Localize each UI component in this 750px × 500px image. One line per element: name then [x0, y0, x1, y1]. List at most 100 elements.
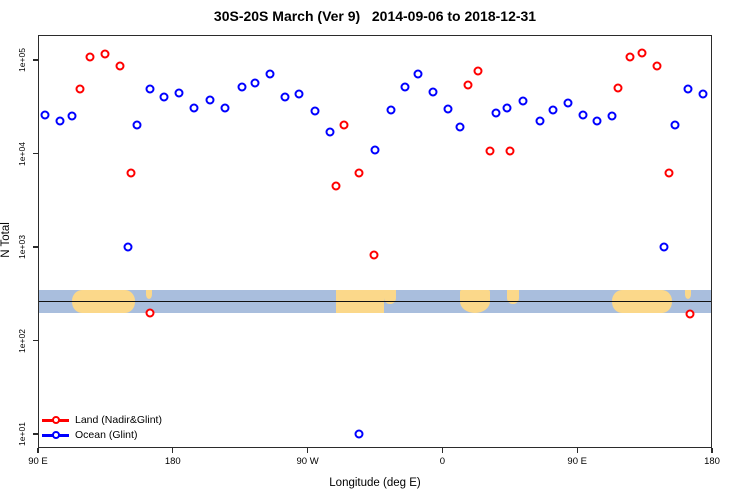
- data-point-ocean: [67, 111, 77, 121]
- data-point-land: [463, 80, 473, 90]
- data-point-land: [652, 61, 662, 71]
- data-point-ocean: [386, 105, 396, 115]
- data-point-ocean: [578, 110, 588, 120]
- land-segment-madagascar: [506, 289, 519, 304]
- y-tick-label: 1e+04: [17, 141, 27, 166]
- data-point-ocean: [265, 69, 275, 79]
- data-point-ocean: [55, 116, 65, 126]
- data-point-ocean: [670, 120, 680, 130]
- data-point-ocean: [400, 82, 410, 92]
- data-point-ocean: [123, 242, 133, 252]
- data-point-ocean: [174, 88, 184, 98]
- data-point-ocean: [413, 69, 423, 79]
- data-point-ocean: [294, 89, 304, 99]
- y-axis-title: N Total: [0, 222, 12, 258]
- plot-area-border: [38, 35, 712, 448]
- legend-row: Ocean (Glint): [42, 428, 162, 443]
- data-point-land: [613, 83, 623, 93]
- data-point-ocean: [145, 84, 155, 94]
- data-point-ocean: [40, 110, 50, 120]
- legend-label: Land (Nadir&Glint): [75, 414, 162, 426]
- data-point-ocean: [443, 104, 453, 114]
- x-tick-label: 90 E: [28, 456, 48, 467]
- data-point-ocean: [518, 96, 528, 106]
- data-point-ocean: [491, 108, 501, 118]
- data-point-ocean: [159, 92, 169, 102]
- y-tick-label: 1e+02: [17, 328, 27, 353]
- land-segment-new-caledonia: [685, 289, 692, 300]
- x-tick-mark: [711, 448, 713, 453]
- data-point-land: [115, 61, 125, 71]
- x-tick-label: 90 E: [567, 456, 587, 467]
- data-point-land: [354, 168, 364, 178]
- data-point-ocean: [250, 78, 260, 88]
- data-point-ocean: [592, 116, 602, 126]
- y-tick-label: 1e+05: [17, 48, 27, 72]
- data-point-ocean: [563, 98, 573, 108]
- data-point-land: [331, 181, 341, 191]
- data-point-ocean: [237, 82, 247, 92]
- y-tick-mark: [33, 59, 38, 61]
- legend-swatch-circle: [51, 431, 60, 440]
- x-tick-label: 0: [439, 456, 446, 467]
- map-strip-latitude-line: [38, 301, 712, 303]
- data-point-ocean: [189, 103, 199, 113]
- data-point-land: [145, 308, 155, 318]
- legend: Land (Nadir&Glint) Ocean (Glint): [42, 413, 162, 443]
- data-point-land: [85, 52, 95, 62]
- data-point-ocean: [132, 120, 142, 130]
- data-point-land: [473, 66, 483, 76]
- data-point-land: [369, 250, 378, 260]
- y-tick-mark: [33, 433, 38, 435]
- x-tick-mark: [37, 448, 39, 453]
- data-point-ocean: [428, 87, 438, 97]
- data-point-ocean: [354, 429, 364, 439]
- y-tick-mark: [33, 339, 38, 342]
- data-point-land: [685, 309, 695, 319]
- land-segment-new-caledonia-west-copy: [145, 289, 152, 300]
- chart-title: 30S-20S March (Ver 9) 2014-09-06 to 2018…: [213, 8, 537, 24]
- y-tick-label: 1e+01: [17, 422, 27, 446]
- data-point-ocean: [683, 84, 693, 94]
- land-segment-south-america-east-taper: [383, 289, 396, 304]
- legend-swatch-circle: [51, 416, 60, 425]
- data-point-ocean: [205, 95, 215, 105]
- x-tick-mark: [172, 448, 174, 453]
- data-point-ocean: [280, 92, 290, 102]
- data-point-ocean: [455, 122, 465, 132]
- legend-row: Land (Nadir&Glint): [42, 413, 162, 428]
- x-axis-title: Longitude (deg E): [329, 477, 421, 489]
- x-tick-label: 180: [164, 456, 181, 467]
- x-tick-mark: [576, 448, 578, 453]
- data-point-ocean: [698, 89, 708, 99]
- data-point-ocean: [607, 111, 617, 121]
- data-point-ocean: [370, 145, 380, 155]
- data-point-ocean: [310, 106, 320, 116]
- data-point-ocean: [325, 127, 335, 137]
- y-tick-mark: [33, 246, 38, 248]
- legend-swatch-line: [42, 431, 69, 440]
- data-point-land: [100, 49, 110, 59]
- data-point-land: [75, 84, 85, 94]
- data-point-land: [485, 146, 495, 156]
- data-point-ocean: [535, 116, 545, 126]
- data-point-land: [505, 146, 515, 156]
- data-point-land: [664, 168, 674, 178]
- data-point-land: [339, 120, 349, 130]
- data-point-land: [625, 52, 635, 62]
- x-tick-mark: [306, 448, 309, 453]
- data-point-land: [126, 168, 136, 178]
- x-tick-label: 180: [704, 456, 720, 467]
- y-tick-label: 1e+03: [17, 235, 27, 259]
- legend-label: Ocean (Glint): [75, 429, 138, 441]
- x-tick-mark: [441, 448, 444, 453]
- y-tick-mark: [33, 152, 38, 155]
- data-point-ocean: [502, 103, 512, 113]
- data-point-ocean: [220, 103, 230, 113]
- data-point-land: [637, 48, 647, 58]
- data-point-ocean: [548, 105, 558, 115]
- x-tick-label: 90 W: [296, 456, 319, 467]
- legend-swatch-line: [42, 416, 69, 425]
- data-point-ocean: [659, 242, 669, 252]
